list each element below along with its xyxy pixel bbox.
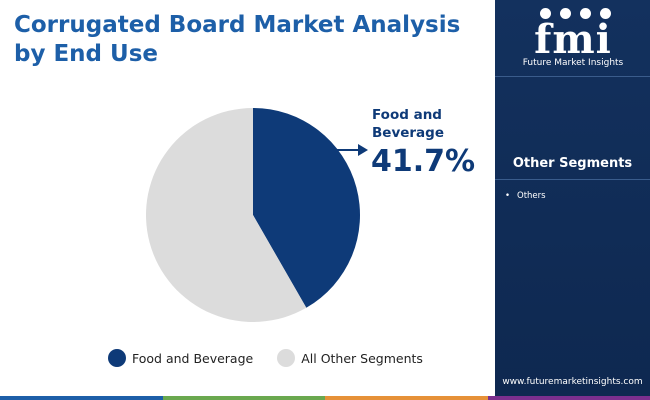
- bottom-color-bar: [0, 396, 650, 400]
- bottom-bar-segment: [0, 396, 163, 400]
- website-link[interactable]: www.futuremarketinsights.com: [502, 377, 643, 387]
- legend-label: All Other Segments: [301, 350, 423, 366]
- legend-item-all-other-segments: All Other Segments: [277, 349, 423, 367]
- logo-icons: [535, 8, 615, 22]
- chart-title: Corrugated Board Market Analysis by End …: [14, 12, 461, 67]
- pie-slices: [145, 108, 360, 322]
- callout-arrowhead: [358, 144, 368, 156]
- legend-label: Food and Beverage: [132, 350, 254, 366]
- side-panel: fmi Future Market Insights Other Segment…: [495, 0, 650, 400]
- bullet-icon: •: [505, 191, 511, 201]
- logo-wordmark: fmi: [534, 16, 612, 63]
- fmi-logo: fmi Future Market Insights: [517, 8, 629, 70]
- logo-subtitle: Future Market Insights: [522, 58, 624, 68]
- legend-swatch: [277, 349, 296, 367]
- pie-slice-all-other-segments: [145, 108, 307, 322]
- callout-value: 41.7%: [371, 144, 476, 179]
- callout-label-text: Food and Beverage: [372, 107, 444, 141]
- callout-label: Food and Beverage: [372, 106, 450, 142]
- legend: Food and Beverage All Other Segments: [108, 346, 447, 370]
- bottom-bar-segment: [487, 396, 650, 400]
- segments-list: • Others: [505, 190, 546, 202]
- logo-dot-icon: [599, 8, 611, 19]
- logo-dot-icon: [579, 8, 591, 19]
- segments-divider: [495, 179, 650, 180]
- segment-item: • Others: [505, 190, 546, 202]
- legend-item-food-and-beverage: Food and Beverage: [108, 349, 253, 367]
- bottom-bar-segment: [162, 396, 325, 400]
- bottom-bar-segment: [325, 396, 488, 400]
- legend-swatch: [108, 349, 126, 367]
- logo-dot-icon: [539, 8, 551, 19]
- pie-slice-food-and-beverage: [253, 108, 360, 308]
- segments-heading: Other Segments: [512, 156, 633, 171]
- logo-dot-icon: [559, 8, 571, 19]
- segment-item-label: Others: [517, 191, 546, 201]
- pie-chart: [145, 108, 368, 322]
- panel-divider: [495, 76, 650, 77]
